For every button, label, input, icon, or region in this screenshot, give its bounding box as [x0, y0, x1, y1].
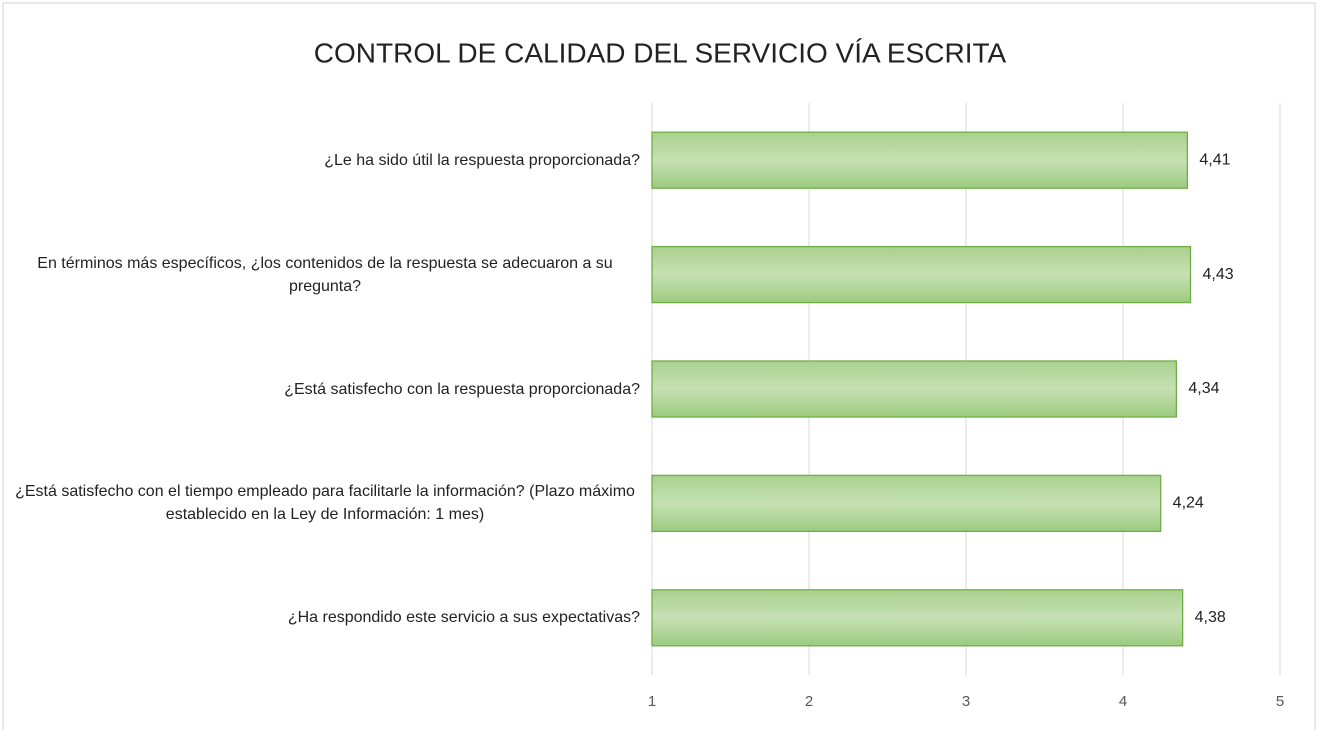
value-label: 4,24: [1173, 495, 1204, 512]
y-tick-label: En términos más específicos, ¿los conten…: [37, 254, 613, 295]
bar: [651, 474, 1162, 533]
x-tick-label: 4: [1119, 693, 1127, 710]
y-tick-label: ¿Está satisfecho con el tiempo empleado …: [15, 483, 635, 524]
chart-title: CONTROL DE CALIDAD DEL SERVICIO VÍA ESCR…: [314, 37, 1007, 68]
bar: [651, 589, 1184, 647]
x-tick-label: 3: [962, 693, 970, 710]
category-label-box: ¿Ha respondido este servicio a sus expec…: [10, 568, 640, 668]
x-tick-label: 1: [648, 693, 656, 710]
value-label: 4,38: [1195, 609, 1226, 626]
x-tick-label: 2: [805, 693, 813, 710]
category-label-box: ¿Le ha sido útil la respuesta proporcion…: [10, 110, 640, 210]
value-label: 4,43: [1203, 266, 1234, 283]
bar: [651, 131, 1189, 189]
x-tick-label: 5: [1276, 693, 1284, 710]
value-label: 4,41: [1199, 151, 1230, 168]
category-label-box: ¿Está satisfecho con el tiempo empleado …: [10, 453, 640, 553]
y-tick-label: ¿Está satisfecho con la respuesta propor…: [284, 380, 640, 398]
value-label: 4,34: [1188, 380, 1219, 397]
category-label-box: En términos más específicos, ¿los conten…: [10, 225, 640, 325]
y-tick-label: ¿Le ha sido útil la respuesta proporcion…: [324, 151, 640, 169]
category-label-box: ¿Está satisfecho con la respuesta propor…: [10, 339, 640, 439]
y-tick-label: ¿Ha respondido este servicio a sus expec…: [287, 609, 640, 627]
bar: [651, 245, 1192, 304]
bar: [651, 360, 1178, 418]
